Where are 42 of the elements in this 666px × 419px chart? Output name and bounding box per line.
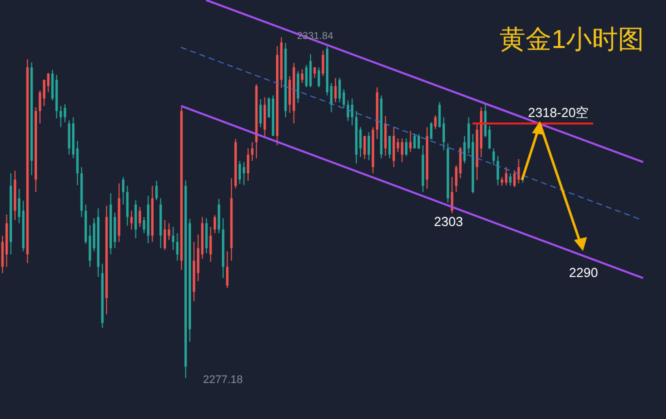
candlestick [409,130,412,153]
text: 黄金1小时图 [500,23,644,56]
candlestick [64,104,66,123]
candlestick [363,135,366,160]
annotation: 2290 [569,265,598,280]
candlestick [388,135,391,159]
candlestick [242,162,246,186]
candlestick [504,166,508,186]
candlestick [172,226,174,251]
candlestick [176,232,179,262]
candlestick [259,98,262,128]
candlestick [138,206,142,228]
candlestick [209,226,212,262]
candlestick [318,66,320,88]
candlestick [509,172,512,186]
candlestick [305,64,308,88]
candlestick [226,250,228,289]
candlestick [430,122,432,140]
candlestick [368,132,370,161]
candlestick [268,96,270,118]
candlestick [350,98,354,126]
candlestick [164,220,166,251]
candlestick [60,105,62,128]
candlestick [517,158,520,184]
candlestick [301,68,304,84]
candlestick [450,176,454,214]
annotation: 2277.18 [203,374,243,386]
candlestick [405,138,408,156]
candlestick [496,155,500,186]
candlestick [214,214,216,234]
candlestick [400,138,404,163]
candlestick [338,77,341,103]
candlestick [238,160,241,184]
annotation: 2303 [434,214,463,229]
candlestick [246,148,250,182]
annotation: 2318-20空 [528,104,589,122]
candlestick [492,148,495,166]
candlestick [418,134,420,150]
candlestick [413,132,416,149]
candlestick [251,142,254,162]
candlestick [434,114,437,130]
candlestick [122,176,124,206]
